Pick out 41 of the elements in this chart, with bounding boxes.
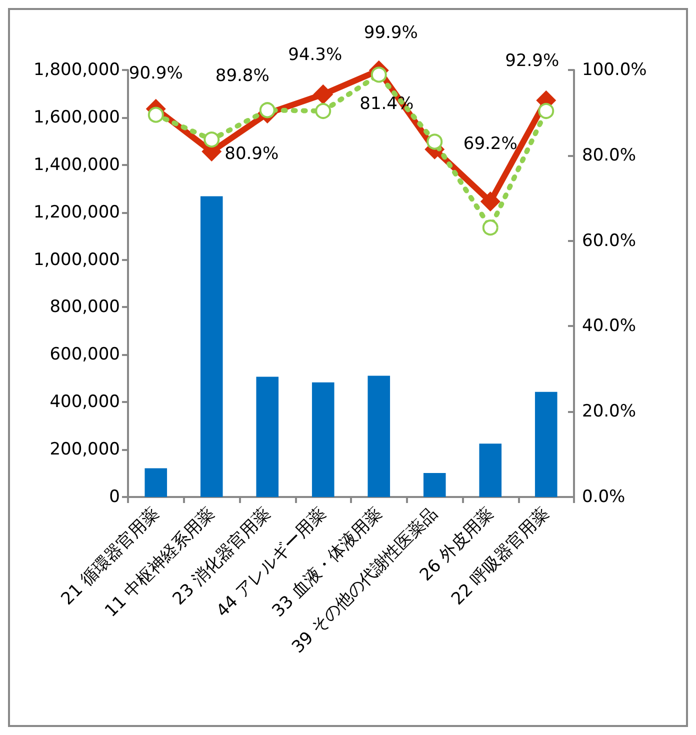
y-tick-label: 400,000	[50, 392, 120, 412]
y2-tick-label: 20.0%	[582, 402, 636, 422]
point	[480, 192, 500, 212]
point	[538, 102, 554, 119]
y-tick-label: 1,200,000	[33, 202, 120, 222]
y2-tick-label: 60.0%	[582, 230, 636, 251]
bar	[144, 468, 168, 497]
data-label: 94.3%	[288, 44, 342, 65]
bar	[200, 196, 223, 497]
data-label: 99.9%	[364, 22, 418, 43]
bar	[368, 376, 390, 497]
y2-tick-label: 80.0%	[582, 145, 636, 166]
y-tick-label: 1,000,000	[33, 250, 120, 270]
y-tick-label: 600,000	[50, 344, 120, 365]
data-label: 89.8%	[215, 66, 270, 86]
point	[148, 106, 164, 123]
y-tick-label: 200,000	[50, 440, 120, 460]
bar	[534, 392, 558, 497]
y2-tick-label: 40.0%	[582, 316, 636, 336]
y2-tick-label: 0.0%	[582, 487, 626, 507]
bar	[256, 376, 279, 497]
y-tick-label: 1,400,000	[33, 154, 120, 175]
y-tick-label: 1,600,000	[33, 107, 120, 128]
bar	[423, 473, 446, 497]
bar	[479, 444, 502, 497]
y2-tick-label: 100.0%	[582, 60, 647, 80]
data-label: 80.9%	[224, 144, 279, 164]
y-tick-label: 800,000	[50, 297, 120, 318]
bar	[312, 382, 334, 497]
point	[204, 132, 220, 148]
data-label: 90.9%	[128, 63, 183, 84]
y-tick-label: 1,800,000	[33, 60, 120, 80]
point	[370, 66, 387, 83]
data-label: 69.2%	[463, 134, 518, 154]
y-tick-label: 0	[109, 487, 120, 507]
data-label: 92.9%	[505, 50, 560, 71]
point	[482, 220, 498, 236]
point	[313, 84, 334, 104]
point	[259, 102, 276, 118]
point	[426, 134, 443, 150]
point	[315, 102, 332, 119]
